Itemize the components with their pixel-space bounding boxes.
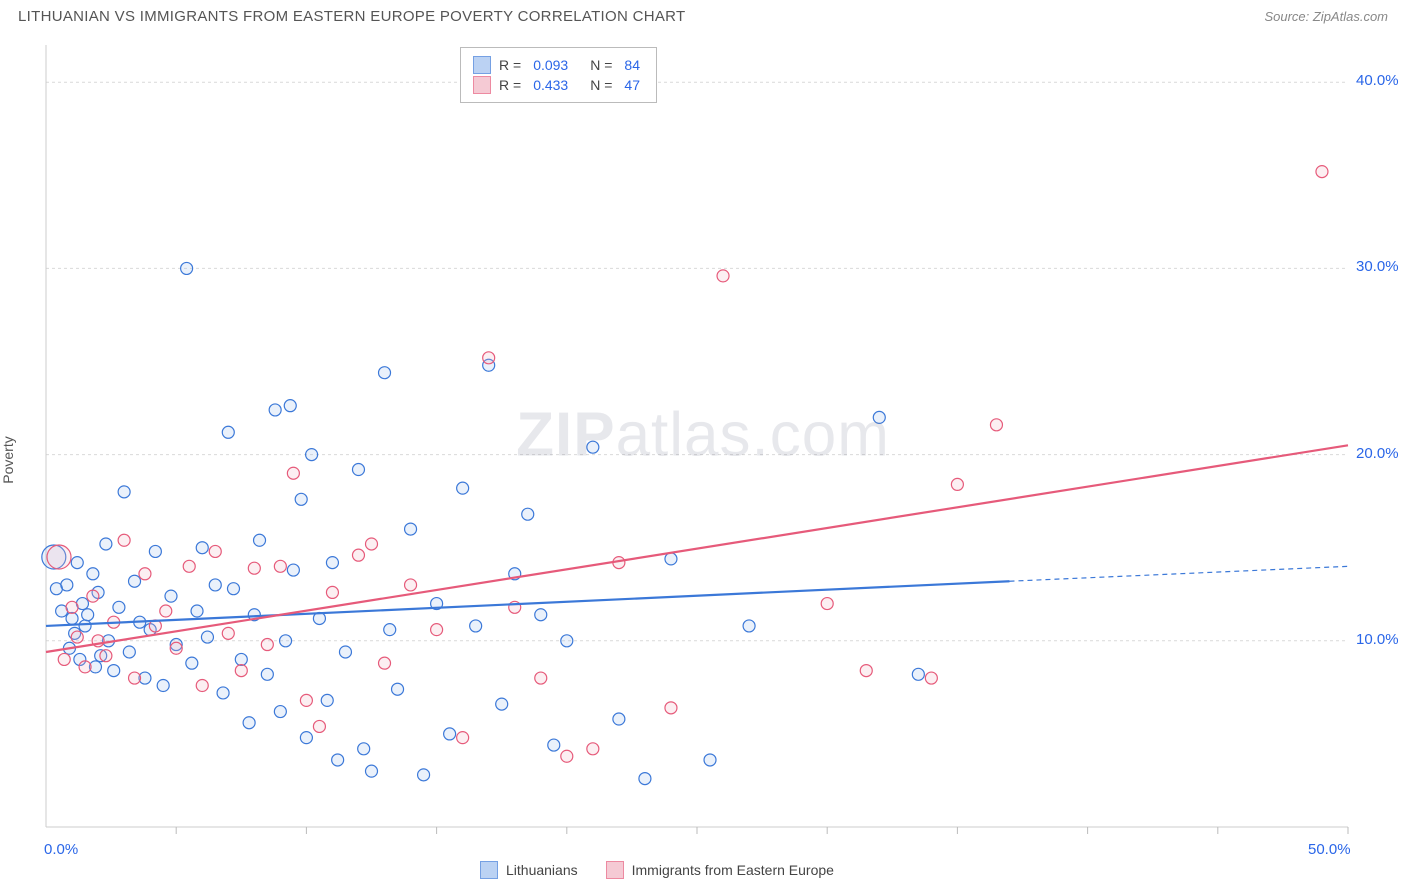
- legend-label-immigrants: Immigrants from Eastern Europe: [632, 862, 834, 878]
- stats-row-lithuanians: R = 0.093 N = 84: [473, 56, 644, 74]
- legend-label-lithuanians: Lithuanians: [506, 862, 578, 878]
- r-value-lithuanians: 0.093: [533, 57, 568, 73]
- legend-item-lithuanians: Lithuanians: [480, 861, 578, 879]
- stats-legend: R = 0.093 N = 84 R = 0.433 N = 47: [460, 47, 657, 103]
- stats-row-immigrants: R = 0.433 N = 47: [473, 76, 644, 94]
- source-attribution: Source: ZipAtlas.com: [1264, 9, 1388, 24]
- swatch-immigrants: [606, 861, 624, 879]
- chart-container: Poverty ZIPatlas.com R = 0.093 N = 84 R …: [0, 37, 1406, 867]
- y-axis-label: Poverty: [0, 436, 16, 483]
- swatch-lithuanians: [473, 56, 491, 74]
- y-axis-tick-label: 10.0%: [1356, 631, 1399, 648]
- y-axis-tick-label: 20.0%: [1356, 445, 1399, 462]
- chart-title: LITHUANIAN VS IMMIGRANTS FROM EASTERN EU…: [18, 8, 685, 25]
- x-axis-tick-label: 0.0%: [44, 841, 78, 858]
- swatch-lithuanians: [480, 861, 498, 879]
- y-axis-tick-label: 40.0%: [1356, 72, 1399, 89]
- legend-item-immigrants: Immigrants from Eastern Europe: [606, 861, 834, 879]
- r-value-immigrants: 0.433: [533, 77, 568, 93]
- r-label: R =: [499, 57, 521, 73]
- scatter-chart: [0, 37, 1406, 887]
- n-label: N =: [590, 77, 612, 93]
- r-label: R =: [499, 77, 521, 93]
- n-value-lithuanians: 84: [624, 57, 640, 73]
- n-value-immigrants: 47: [624, 77, 640, 93]
- swatch-immigrants: [473, 76, 491, 94]
- y-axis-tick-label: 30.0%: [1356, 258, 1399, 275]
- n-label: N =: [590, 57, 612, 73]
- series-legend: Lithuanians Immigrants from Eastern Euro…: [480, 861, 834, 879]
- x-axis-tick-label: 50.0%: [1308, 841, 1351, 858]
